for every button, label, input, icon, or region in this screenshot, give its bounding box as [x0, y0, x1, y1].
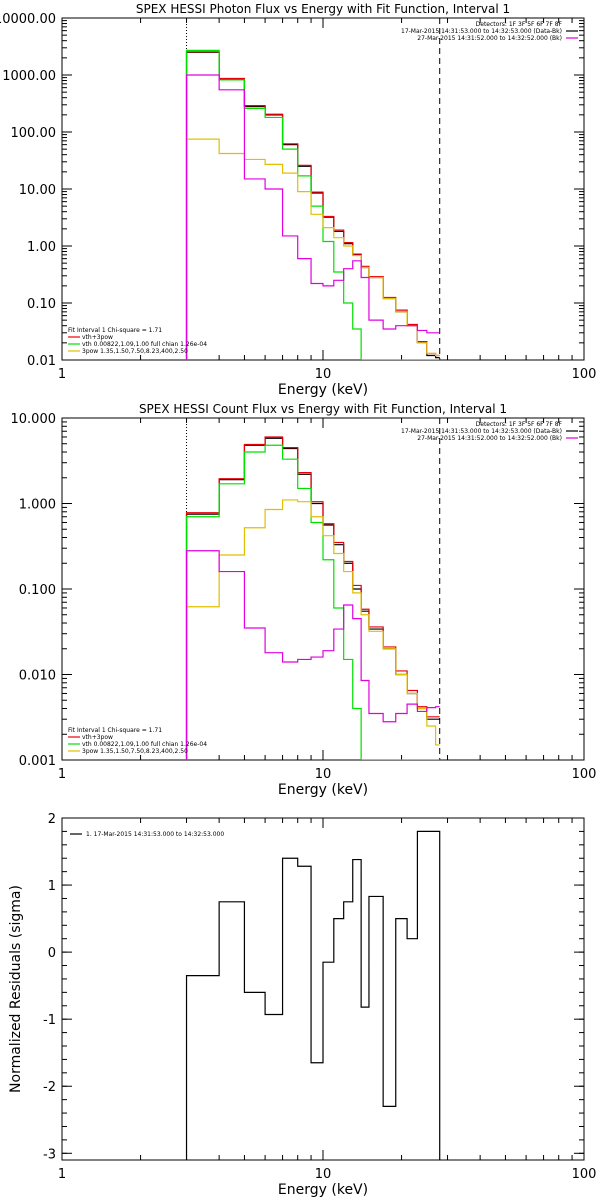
legend-bottom-entry: vth 0.00822,1.09,1.00 full chian 1.26e-0… — [82, 341, 207, 348]
y-tick-label: -1 — [43, 1013, 56, 1028]
legend-top-entry: Detectors: 1F 3F 5F 6F 7F 8F — [476, 21, 563, 28]
y-tick-label: 10000.00 — [0, 12, 56, 27]
series-line-2 — [185, 51, 440, 360]
x-axis-label: Energy (keV) — [278, 782, 368, 798]
legend-bottom-entry: vth+3pow — [82, 334, 113, 341]
legend-top-entry: 17-Mar-2015 14:31:53.000 to 14:32:53.000… — [401, 428, 562, 435]
x-tick-label: 1 — [58, 1167, 66, 1182]
legend-entry: 1. 17-Mar-2015 14:31:53.000 to 14:32:53.… — [86, 831, 224, 838]
x-tick-label: 1 — [58, 767, 66, 782]
y-axis-label: Normalized Residuals (sigma) — [8, 885, 24, 1093]
legend-bottom-entry: Fit Interval 1 Chi-square = 1.71 — [68, 727, 162, 734]
legend-bottom-entry: 3pow 1.35,1.50,7.50,8.23,400,2.50 — [82, 748, 188, 755]
chart-panel-2: SPEX HESSI Count Flux vs Energy with Fit… — [11, 402, 597, 798]
x-tick-label: 10 — [315, 367, 332, 382]
x-axis-label: Energy (keV) — [278, 382, 368, 398]
x-tick-label: 10 — [315, 767, 332, 782]
series-line-1 — [185, 830, 441, 1160]
y-tick-label: -2 — [43, 1080, 56, 1095]
legend-top-entry: Detectors: 1F 3F 5F 6F 7F 8F — [476, 421, 563, 428]
y-tick-label: 0.001 — [19, 754, 56, 769]
data-series-group — [185, 830, 441, 1160]
data-series-group — [185, 49, 440, 360]
x-axis-label: Energy (keV) — [278, 1182, 368, 1198]
y-tick-label: 2 — [48, 812, 56, 827]
y-tick-label: 1000.00 — [2, 69, 56, 84]
x-tick-label: 100 — [572, 1167, 597, 1182]
x-tick-label: 100 — [572, 767, 597, 782]
plot-frame — [61, 417, 585, 761]
series-line-5 — [185, 550, 440, 760]
chart-title: SPEX HESSI Count Flux vs Energy with Fit… — [139, 402, 507, 416]
legend-top-entry: 27-Mar-2015 14:31:52.000 to 14:32:52.000… — [417, 435, 562, 442]
y-tick-label: 0.01 — [27, 354, 56, 369]
y-tick-label: -3 — [43, 1147, 56, 1162]
legend-bottom-entry: Fit Interval 1 Chi-square = 1.71 — [68, 327, 162, 334]
y-tick-label: 0.010 — [19, 669, 56, 684]
legend-top-entry: 27-Mar-2015 14:31:52.000 to 14:32:52.000… — [417, 35, 562, 42]
x-tick-label: 100 — [572, 367, 597, 382]
y-tick-label: 10.00 — [19, 183, 56, 198]
series-line-1 — [185, 51, 440, 360]
plot-frame — [61, 17, 585, 361]
series-line-3 — [185, 49, 440, 360]
chart-panel-1: SPEX HESSI Photon Flux vs Energy with Fi… — [0, 2, 596, 398]
data-series-group — [185, 436, 440, 760]
y-tick-label: 1 — [48, 879, 56, 894]
legend-bottom-entry: vth+3pow — [82, 734, 113, 741]
y-tick-label: 1.00 — [27, 240, 56, 255]
x-tick-label: 10 — [315, 1167, 332, 1182]
y-tick-label: 0 — [48, 946, 56, 961]
y-tick-label: 0.10 — [27, 297, 56, 312]
y-tick-label: 100.00 — [11, 126, 57, 141]
series-line-4 — [185, 499, 440, 760]
series-line-3 — [185, 444, 440, 760]
chart-title: SPEX HESSI Photon Flux vs Energy with Fi… — [136, 2, 510, 16]
y-tick-label: 10.000 — [11, 412, 57, 427]
legend-top-entry: 17-Mar-2015 14:31:53.000 to 14:32:53.000… — [401, 28, 562, 35]
series-line-5 — [185, 74, 440, 360]
legend-bottom-entry: vth 0.00822,1.09,1.00 full chian 1.26e-0… — [82, 741, 207, 748]
legend-bottom-entry: 3pow 1.35,1.50,7.50,8.23,400,2.50 — [82, 348, 188, 355]
series-line-4 — [185, 138, 440, 360]
x-tick-label: 1 — [58, 367, 66, 382]
y-tick-label: 0.100 — [19, 583, 56, 598]
y-tick-label: 1.000 — [19, 498, 56, 513]
chart-panel-3: 1 10 100 Energy (keV) -3 -2 -1 0 1 2 Normalized Re… — [8, 812, 596, 1198]
